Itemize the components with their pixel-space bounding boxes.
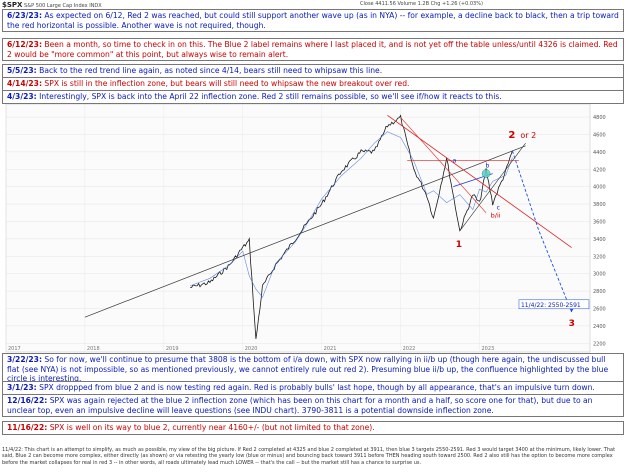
exchange: INDX [89, 3, 102, 9]
wave-label-6: a [453, 158, 457, 165]
y-tick-label: 3800 [593, 202, 606, 208]
y-tick-label: 3000 [593, 272, 606, 278]
top-annotation: 6/23/23: As expected on 6/12, Red 2 was … [2, 9, 624, 33]
wave-label-7: b [486, 163, 490, 170]
annotation-date: 4/3/23: [7, 92, 37, 101]
projection-path [511, 150, 573, 313]
y-tick-label: 2600 [593, 306, 606, 312]
wave-label-4: 3 [569, 319, 575, 329]
chart-symbol-line: $SPX S&P 500 Large Cap Index INDX [2, 1, 102, 9]
wave-label-1: 1 [456, 240, 462, 250]
moving-average-line [189, 131, 513, 298]
annotation-text: SPX was again rejected at the blue 2 inf… [7, 396, 593, 415]
x-tick-label: 2017 [8, 346, 21, 352]
annotation-date: 3/22/23: [7, 355, 43, 364]
annotation-text: SPX is still in the inflection zone, but… [42, 79, 410, 88]
annotation-date: 12/16/22: [7, 396, 48, 405]
y-tick-label: 3600 [593, 219, 606, 225]
y-tick-label: 3400 [593, 237, 606, 243]
annotation-text: Been a month, so time to check in on thi… [7, 40, 618, 59]
wave-label-8: c [497, 204, 500, 211]
top-annotation: 6/12/23: Been a month, so time to check … [2, 38, 624, 62]
x-tick-label: 2020 [245, 346, 258, 352]
red-downtrend-line [400, 117, 487, 213]
target-box [518, 299, 590, 310]
y-tick-label: 2800 [593, 289, 606, 295]
annotation-date: 11/16/22: [7, 423, 48, 432]
annotation-date: 6/12/23: [7, 40, 43, 49]
top-annotation: 4/14/23: SPX is still in the inflection … [2, 77, 624, 91]
annotation-text: Interestingly, SPX is back into the Apri… [36, 92, 502, 101]
y-tick-label: 4600 [593, 132, 606, 138]
y-tick-label: 3200 [593, 254, 606, 260]
x-tick-label: 2018 [87, 346, 100, 352]
quote-line: Close 4411.56 Volume 1.2B Chg +1.26 (+0.… [360, 1, 483, 7]
wave-label-3: or 2 [520, 131, 536, 140]
bottom-annotation: 3/22/23: So for now, we'll continue to p… [2, 353, 624, 386]
x-tick-label: 2023 [482, 346, 495, 352]
target-label: 11/4/22: 2550-2591 [521, 302, 581, 309]
annotation-date: 6/23/23: [7, 11, 43, 20]
wave-label-5: b/ii [491, 211, 501, 219]
annotation-text: Back to the red trend line again, as not… [36, 66, 383, 75]
bottom-annotation: 3/1/23: SPX droppped from blue 2 and is … [2, 381, 624, 395]
symbol-name: S&P 500 Large Cap Index [24, 3, 88, 9]
y-tick-label: 2400 [593, 324, 606, 330]
x-tick-label: 2019 [166, 346, 179, 352]
annotation-text: As expected on 6/12, Red 2 was reached, … [7, 11, 619, 30]
top-annotation: 4/3/23: Interestingly, SPX is back into … [2, 90, 624, 104]
wave-label-2: 2 [508, 130, 515, 141]
y-tick-label: 2200 [593, 341, 606, 347]
symbol: $SPX [2, 1, 23, 9]
quote-text: Close 4411.56 Volume 1.2B Chg +1.26 (+0.… [360, 1, 483, 7]
annotation-date: 4/14/23: [7, 79, 43, 88]
y-tick-label: 4800 [593, 115, 606, 121]
confluence-circle [481, 169, 491, 178]
annotation-date: 3/1/23: [7, 383, 37, 392]
footer-note: 11/4/22: This chart is an attempt to sim… [2, 447, 616, 466]
plot-area [5, 103, 591, 353]
bottom-annotation: 11/16/22: SPX is well on its way to blue… [2, 421, 624, 435]
annotation-text: So for now, we'll continue to presume th… [7, 355, 609, 384]
y-tick-label: 4200 [593, 167, 606, 173]
top-annotation: 5/5/23: Back to the red trend line again… [2, 64, 624, 78]
bottom-annotation: 12/16/22: SPX was again rejected at the … [2, 394, 624, 418]
x-tick-label: 2022 [403, 346, 416, 352]
annotation-text: SPX is well on its way to blue 2, curren… [47, 423, 375, 432]
x-tick-label: 2021 [324, 346, 337, 352]
y-tick-label: 4000 [593, 185, 606, 191]
y-tick-label: 4400 [593, 150, 606, 156]
black-trendline [84, 145, 526, 318]
annotation-text: SPX droppped from blue 2 and is now test… [36, 383, 595, 392]
annotation-date: 5/5/23: [7, 66, 37, 75]
